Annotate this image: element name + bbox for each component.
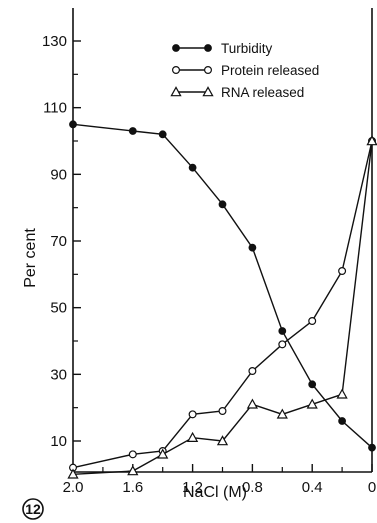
x-tick-label: 0.4 [302, 479, 323, 496]
data-point [218, 407, 227, 416]
data-point [306, 398, 318, 409]
data-point [67, 468, 79, 479]
y-axis: 10 30 50 70 90 110 130 [42, 33, 81, 450]
x-tick-label: 1.6 [122, 479, 143, 496]
legend-marker [170, 86, 182, 97]
legend-marker [204, 44, 212, 52]
y-tick-label: 130 [42, 33, 67, 50]
data-point [276, 408, 288, 419]
data-point [248, 367, 257, 376]
figure-number: 12 [25, 501, 41, 517]
data-point [278, 327, 287, 335]
series-line [72, 140, 373, 476]
figure-number-badge: 12 [22, 498, 44, 520]
data-point [186, 431, 199, 442]
data-point [128, 450, 137, 459]
legend-marker [172, 65, 181, 74]
series-line [72, 123, 373, 449]
x-axis-title: NaCl (M) [183, 484, 247, 501]
series-1 [68, 137, 377, 472]
legend-label: Turbidity [221, 41, 273, 56]
series-0 [69, 120, 376, 452]
x-tick-label: 0 [368, 479, 376, 496]
x-tick-label: 2.0 [63, 479, 84, 496]
x-tick-label: 0.8 [242, 479, 263, 496]
legend: Turbidity Protein released RNA released [170, 41, 319, 100]
data-point [308, 317, 317, 326]
series-area [67, 120, 377, 479]
legend-item: Turbidity [172, 41, 273, 56]
legend-item: RNA released [170, 85, 304, 100]
data-point [338, 417, 347, 425]
legend-marker [172, 44, 180, 52]
data-point [158, 130, 167, 139]
data-point [338, 267, 347, 276]
x-tick-label: 1.2 [182, 479, 203, 496]
data-point [218, 200, 227, 209]
data-point [278, 340, 287, 349]
data-point [127, 465, 139, 476]
data-point [308, 380, 317, 389]
data-point [128, 127, 137, 135]
y-axis-title: Per cent [22, 228, 39, 288]
legend-label: Protein released [221, 63, 319, 78]
data-point [368, 443, 376, 452]
x-axis: 2.0 1.6 1.2 0.8 0.4 0 [63, 464, 376, 496]
data-point [69, 120, 77, 129]
y-tick-label: 30 [50, 366, 67, 383]
legend-marker [202, 86, 214, 97]
legend-label: RNA released [221, 85, 304, 100]
y-tick-label: 10 [50, 433, 67, 450]
data-point [188, 410, 197, 419]
y-tick-label: 110 [43, 100, 67, 117]
data-point [248, 243, 257, 252]
y-tick-label: 70 [50, 233, 67, 250]
data-point [188, 163, 197, 172]
data-point [366, 135, 377, 146]
data-point [336, 388, 348, 399]
series-2 [67, 135, 377, 479]
data-point [246, 398, 259, 409]
y-tick-label: 50 [50, 300, 67, 317]
legend-marker [204, 65, 213, 74]
data-point [157, 448, 169, 459]
data-point [216, 435, 229, 446]
y-tick-label: 90 [50, 166, 67, 183]
legend-item: Protein released [172, 63, 319, 78]
series-line [72, 140, 373, 469]
